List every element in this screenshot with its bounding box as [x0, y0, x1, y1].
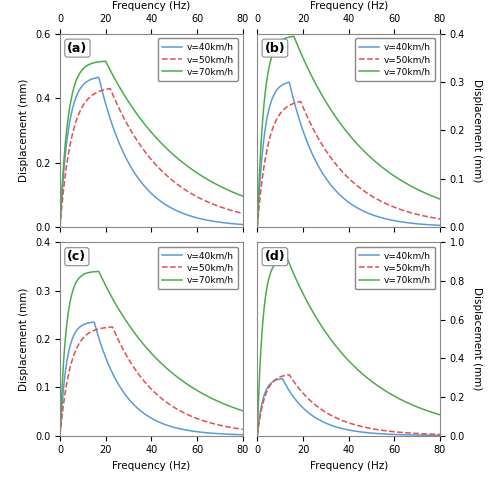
Legend: v=40km/h, v=50km/h, v=70km/h: v=40km/h, v=50km/h, v=70km/h: [355, 247, 436, 289]
Legend: v=40km/h, v=50km/h, v=70km/h: v=40km/h, v=50km/h, v=70km/h: [158, 247, 238, 289]
Y-axis label: Displacement (mm): Displacement (mm): [472, 79, 482, 182]
X-axis label: Frequency (Hz): Frequency (Hz): [112, 461, 190, 471]
X-axis label: Frequency (Hz): Frequency (Hz): [112, 0, 190, 11]
Text: (d): (d): [264, 250, 285, 263]
Y-axis label: Displacement (mm): Displacement (mm): [472, 287, 482, 391]
X-axis label: Frequency (Hz): Frequency (Hz): [310, 461, 388, 471]
Y-axis label: Displacement (mm): Displacement (mm): [20, 79, 30, 182]
Y-axis label: Displacement (mm): Displacement (mm): [20, 287, 30, 391]
Text: (b): (b): [264, 42, 285, 55]
Text: (a): (a): [68, 42, 87, 55]
Legend: v=40km/h, v=50km/h, v=70km/h: v=40km/h, v=50km/h, v=70km/h: [158, 38, 238, 81]
X-axis label: Frequency (Hz): Frequency (Hz): [310, 0, 388, 11]
Text: (c): (c): [68, 250, 86, 263]
Legend: v=40km/h, v=50km/h, v=70km/h: v=40km/h, v=50km/h, v=70km/h: [355, 38, 436, 81]
